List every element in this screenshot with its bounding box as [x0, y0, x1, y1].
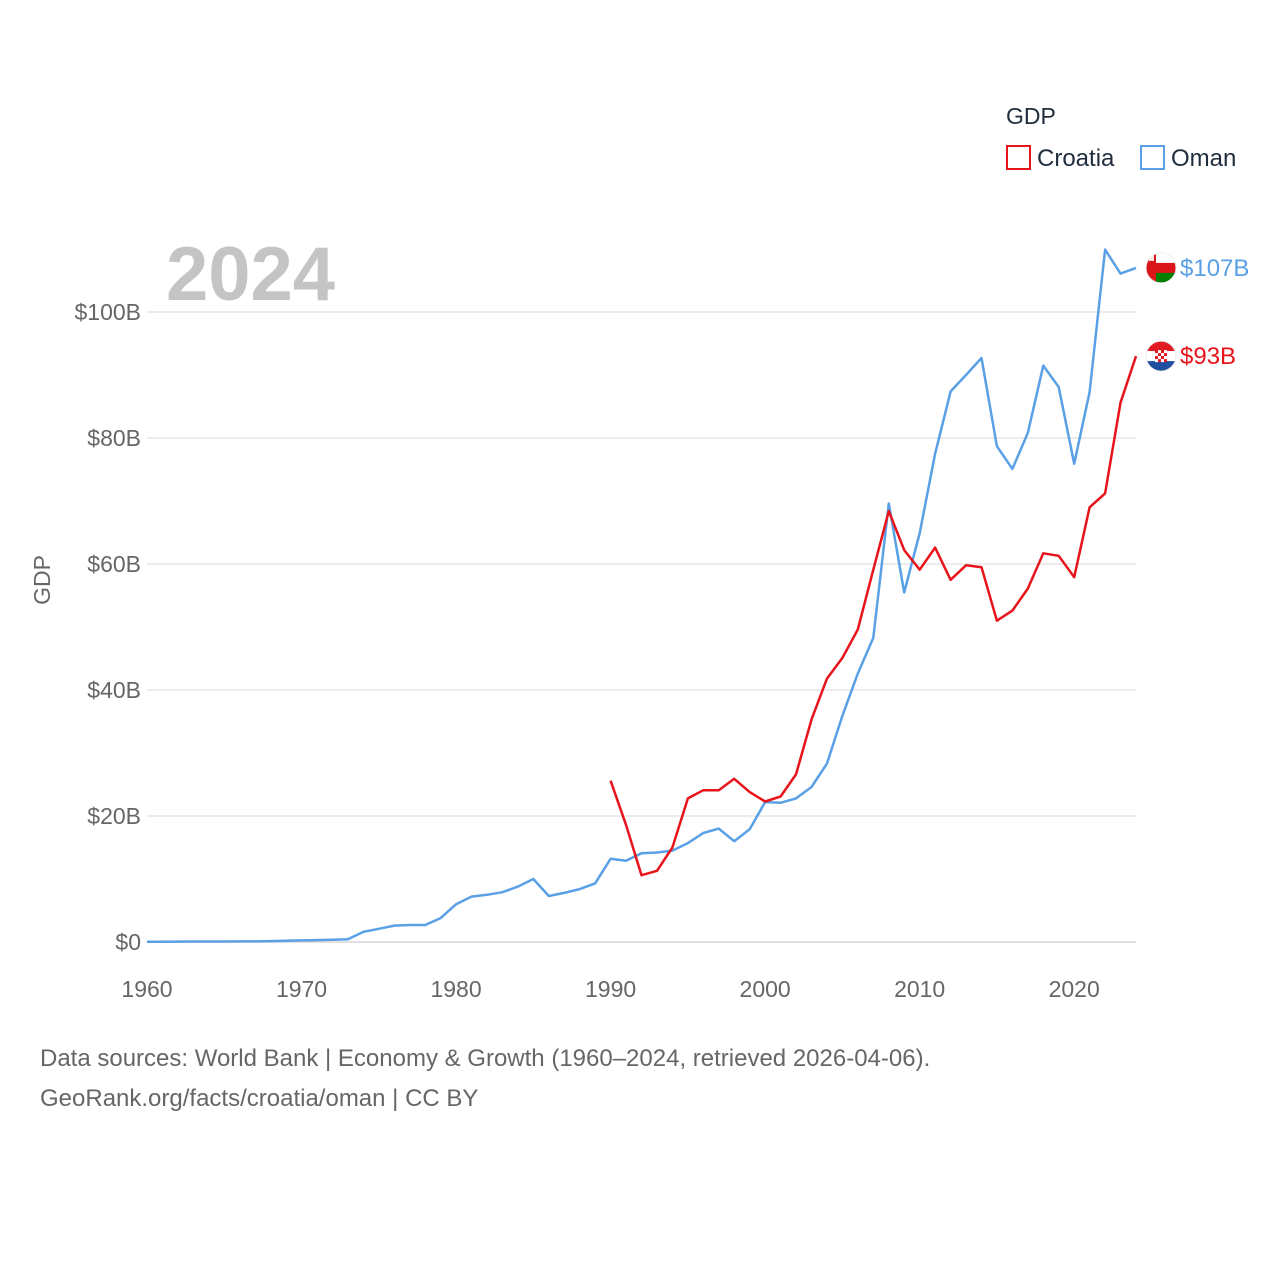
y-axis-ticks: $0 $20B $40B $60B $80B $100B	[74, 299, 141, 955]
y-tick-label: $60B	[87, 551, 141, 577]
gdp-line-chart: $0 $20B $40B $60B $80B $100B 1960 1970 1980 1990…	[29, 103, 1249, 1002]
footer-attribution: GeoRank.org/facts/croatia/oman | CC BY	[40, 1085, 479, 1112]
footer-sources: Data sources: World Bank | Economy & Gro…	[40, 1045, 931, 1072]
x-tick-label: 2000	[740, 976, 791, 1002]
legend-label-oman[interactable]: Oman	[1171, 145, 1236, 172]
end-markers: $93B $107B	[1145, 252, 1249, 372]
x-tick-label: 1960	[121, 976, 172, 1002]
series-lines	[147, 248, 1138, 943]
y-tick-label: $0	[115, 929, 141, 955]
x-tick-label: 1970	[276, 976, 327, 1002]
series-line-croatia[interactable]	[609, 355, 1138, 877]
y-tick-label: $100B	[74, 299, 141, 325]
legend-swatch-croatia[interactable]	[1006, 145, 1031, 170]
legend: GDP Croatia Oman	[1006, 103, 1236, 172]
y-tick-label: $80B	[87, 425, 141, 451]
x-axis-ticks: 1960 1970 1980 1990 2000 2010 2020	[121, 976, 1099, 1002]
end-value-label-croatia: $93B	[1180, 343, 1236, 370]
series-line-oman[interactable]	[147, 248, 1137, 943]
y-tick-label: $40B	[87, 677, 141, 703]
x-tick-label: 2020	[1049, 976, 1100, 1002]
x-tick-label: 2010	[894, 976, 945, 1002]
year-label: 2024	[166, 232, 335, 317]
legend-title: GDP	[1006, 103, 1056, 129]
gridlines	[147, 311, 1136, 943]
end-value-label-oman: $107B	[1180, 255, 1249, 282]
oman-flag-icon	[1145, 252, 1177, 284]
legend-swatch-oman[interactable]	[1140, 145, 1165, 170]
legend-label-croatia[interactable]: Croatia	[1037, 145, 1115, 172]
x-tick-label: 1990	[585, 976, 636, 1002]
x-tick-label: 1980	[430, 976, 481, 1002]
y-axis-label: GDP	[29, 555, 55, 605]
croatia-flag-icon	[1145, 340, 1177, 372]
y-tick-label: $20B	[87, 803, 141, 829]
